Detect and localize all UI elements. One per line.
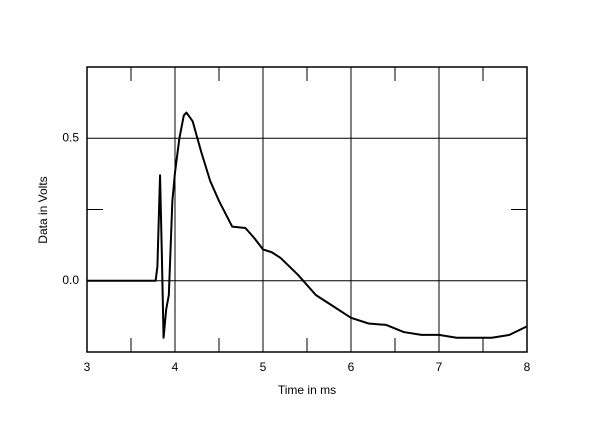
y-tick-label: 0.0	[62, 273, 79, 287]
x-tick-label: 6	[348, 360, 355, 374]
x-tick-label: 7	[436, 360, 443, 374]
y-axis-label: Data in Volts	[36, 176, 50, 243]
x-tick-label: 5	[260, 360, 267, 374]
plot-frame	[86, 66, 528, 353]
x-axis-label: Time in ms	[278, 383, 336, 397]
x-tick-label: 3	[84, 360, 91, 374]
data-line	[87, 111, 528, 339]
x-tick-label: 4	[172, 360, 179, 374]
y-tick-label: 0.5	[62, 130, 79, 144]
x-tick-label: 8	[524, 360, 531, 374]
